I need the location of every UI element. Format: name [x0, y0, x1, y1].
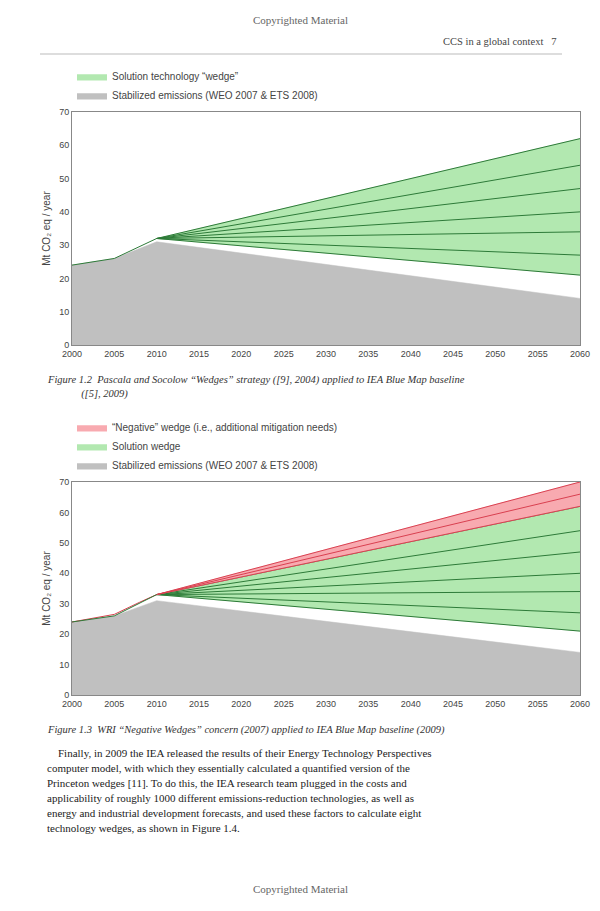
- svg-text:Solution technology “wedge”: Solution technology “wedge”: [112, 71, 238, 82]
- svg-text:2045: 2045: [443, 699, 463, 709]
- svg-text:0: 0: [64, 340, 69, 350]
- svg-text:2030: 2030: [316, 349, 336, 359]
- svg-text:2025: 2025: [274, 349, 294, 359]
- svg-text:2050: 2050: [485, 699, 505, 709]
- svg-text:60: 60: [59, 508, 69, 518]
- svg-text:2010: 2010: [147, 349, 167, 359]
- svg-text:2025: 2025: [274, 699, 294, 709]
- svg-text:computer model, with which the: computer model, with which they essentia…: [47, 762, 410, 774]
- svg-text:20: 20: [59, 274, 69, 284]
- svg-text:10: 10: [59, 660, 69, 670]
- svg-text:2030: 2030: [316, 699, 336, 709]
- svg-text:([5], 2009): ([5], 2009): [47, 388, 128, 400]
- svg-text:2000: 2000: [62, 699, 82, 709]
- svg-text:70: 70: [59, 107, 69, 117]
- svg-text:Stabilized emissions (WEO 2007: Stabilized emissions (WEO 2007 & ETS 200…: [112, 460, 318, 471]
- svg-text:Figure 1.3 WRI “Negative Wedg: Figure 1.3 WRI “Negative Wedges” concern…: [47, 724, 445, 736]
- svg-text:2055: 2055: [528, 699, 548, 709]
- svg-text:40: 40: [59, 568, 69, 578]
- svg-text:2010: 2010: [147, 699, 167, 709]
- svg-text:Stabilized emissions (WEO 2007: Stabilized emissions (WEO 2007 & ETS 200…: [112, 90, 318, 101]
- svg-text:Copyrighted Material: Copyrighted Material: [253, 883, 348, 895]
- svg-text:Copyrighted Material: Copyrighted Material: [253, 14, 348, 26]
- svg-text:2060: 2060: [570, 349, 590, 359]
- svg-text:60: 60: [59, 140, 69, 150]
- svg-text:50: 50: [59, 174, 69, 184]
- svg-text:2060: 2060: [570, 699, 590, 709]
- svg-text:70: 70: [59, 477, 69, 487]
- svg-text:2015: 2015: [189, 699, 209, 709]
- svg-text:2005: 2005: [104, 699, 124, 709]
- svg-text:2015: 2015: [189, 349, 209, 359]
- svg-text:technology wedges, as shown in: technology wedges, as shown in Figure 1.…: [47, 822, 240, 834]
- svg-text:2055: 2055: [528, 349, 548, 359]
- svg-text:energy and industrial developm: energy and industrial development foreca…: [47, 807, 421, 819]
- svg-text:Finally, in 2009 the IEA relea: Finally, in 2009 the IEA released the re…: [47, 747, 432, 759]
- svg-text:Princeton wedges [11]. To do t: Princeton wedges [11]. To do this, the I…: [47, 777, 407, 789]
- svg-text:Mt CO₂ eq / year: Mt CO₂ eq / year: [41, 191, 52, 266]
- svg-text:Mt CO₂ eq / year: Mt CO₂ eq / year: [41, 551, 52, 626]
- svg-text:2005: 2005: [104, 349, 124, 359]
- svg-text:50: 50: [59, 538, 69, 548]
- svg-text:40: 40: [59, 207, 69, 217]
- svg-text:Solution wedge: Solution wedge: [112, 441, 181, 452]
- svg-text:“Negative” wedge (i.e., additi: “Negative” wedge (i.e., additional mitig…: [112, 422, 337, 433]
- svg-text:10: 10: [59, 307, 69, 317]
- svg-text:20: 20: [59, 629, 69, 639]
- svg-text:2000: 2000: [62, 349, 82, 359]
- svg-text:2020: 2020: [231, 349, 251, 359]
- svg-text:2035: 2035: [358, 349, 378, 359]
- svg-text:2040: 2040: [401, 349, 421, 359]
- svg-text:2035: 2035: [358, 699, 378, 709]
- svg-text:Figure 1.2 Pascala and Socolo: Figure 1.2 Pascala and Socolow “Wedges” …: [47, 374, 465, 386]
- svg-text:30: 30: [59, 599, 69, 609]
- svg-text:2020: 2020: [231, 699, 251, 709]
- svg-text:0: 0: [64, 690, 69, 700]
- svg-text:applicability of roughly 1000: applicability of roughly 1000 different …: [47, 792, 414, 804]
- svg-text:30: 30: [59, 240, 69, 250]
- svg-text:2040: 2040: [401, 699, 421, 709]
- svg-text:2050: 2050: [485, 349, 505, 359]
- svg-text:2045: 2045: [443, 349, 463, 359]
- svg-text:CCS in a global context 7: CCS in a global context 7: [443, 36, 556, 47]
